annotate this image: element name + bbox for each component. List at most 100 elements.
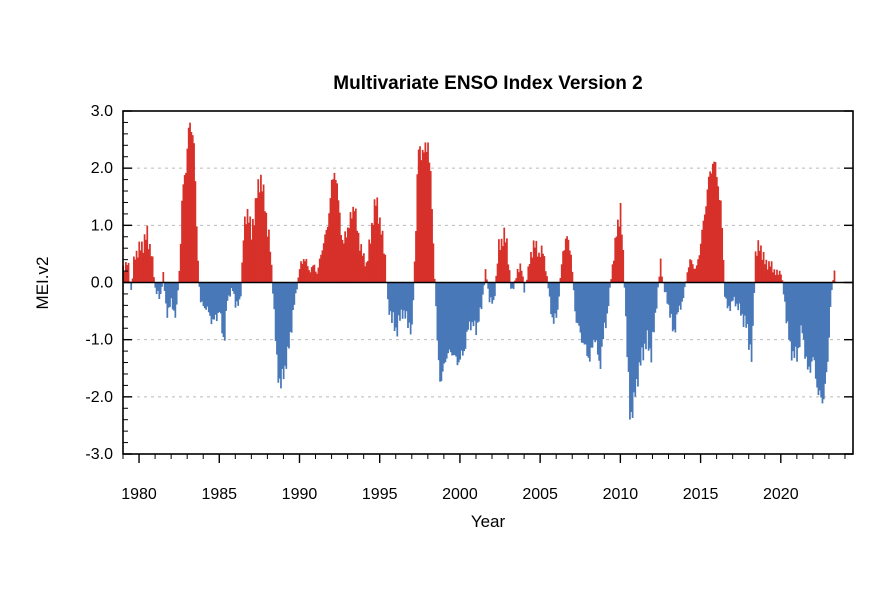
bar: [242, 240, 245, 283]
bar: [254, 198, 257, 283]
bar: [123, 271, 126, 283]
bar: [429, 171, 432, 283]
bar: [194, 181, 197, 283]
bar: [310, 267, 313, 283]
chart-title: Multivariate ENSO Index Version 2: [333, 73, 642, 94]
bar: [317, 267, 320, 283]
bar: [404, 282, 407, 319]
bar: [190, 131, 193, 283]
bar: [258, 192, 261, 283]
bar: [814, 282, 817, 379]
bar: [749, 282, 752, 345]
bar: [472, 282, 475, 327]
bar: [290, 282, 293, 333]
bar: [570, 254, 572, 283]
bar: [810, 282, 813, 362]
bar: [714, 162, 717, 283]
bar: [512, 282, 515, 290]
bar: [675, 282, 678, 315]
bar: [217, 282, 219, 313]
bar: [532, 240, 535, 283]
bar: [266, 236, 269, 283]
bar: [705, 206, 707, 283]
bar: [742, 282, 745, 327]
bar: [397, 282, 400, 316]
bar: [367, 261, 369, 283]
bar: [772, 272, 774, 283]
bar: [262, 184, 265, 283]
bar: [432, 243, 435, 283]
bar: [580, 282, 583, 343]
bar: [625, 282, 627, 317]
bar: [475, 282, 478, 336]
bar: [284, 282, 286, 366]
bar: [336, 183, 338, 283]
x-tick-label: 2020: [763, 486, 799, 503]
bar: [788, 282, 790, 340]
bar: [195, 226, 198, 283]
bar: [222, 282, 225, 338]
x-tick-label: 1990: [282, 486, 318, 503]
bar: [619, 202, 622, 283]
bar: [666, 282, 669, 304]
bar: [491, 282, 494, 304]
bar: [179, 243, 182, 283]
bar: [364, 266, 367, 283]
bar: [202, 282, 205, 307]
bar: [540, 245, 543, 283]
bar: [670, 282, 673, 314]
x-tick-label: 2000: [442, 486, 478, 503]
bar: [183, 175, 186, 283]
bar: [793, 282, 796, 358]
bar: [595, 282, 598, 341]
bar: [151, 256, 154, 283]
bar: [830, 282, 833, 291]
bar: [147, 249, 150, 283]
bar: [821, 282, 824, 404]
bar: [761, 259, 764, 283]
bar: [674, 282, 677, 333]
bar: [318, 258, 321, 283]
bar: [276, 282, 278, 355]
bar: [375, 205, 377, 283]
bar: [314, 271, 317, 283]
bar: [790, 282, 793, 361]
bar: [356, 230, 359, 283]
x-tick-label: 1980: [121, 486, 157, 503]
bar: [697, 259, 699, 283]
y-tick-label: 0.0: [91, 275, 113, 292]
bar: [268, 229, 270, 283]
bar: [647, 282, 650, 351]
bar: [550, 282, 552, 315]
bar: [584, 282, 587, 345]
bar: [661, 276, 663, 283]
bar: [504, 242, 507, 283]
bar: [649, 282, 651, 349]
bar: [643, 282, 646, 344]
bar: [567, 239, 570, 283]
bar: [687, 267, 690, 283]
bar: [174, 282, 177, 318]
bar: [665, 282, 667, 292]
bar: [594, 282, 597, 343]
bar: [256, 198, 258, 283]
bar: [484, 269, 487, 283]
bar: [596, 282, 599, 355]
bar: [534, 247, 536, 283]
bar: [149, 243, 151, 283]
bar: [376, 197, 379, 283]
bar: [721, 228, 724, 283]
bar: [733, 282, 736, 297]
bar: [452, 282, 455, 356]
bar: [358, 250, 361, 283]
bar: [825, 282, 828, 373]
bar: [682, 282, 685, 299]
bar: [396, 282, 399, 337]
bar: [786, 282, 789, 322]
bar: [511, 282, 514, 289]
bar: [169, 282, 171, 307]
bar: [485, 279, 488, 283]
bar: [726, 282, 729, 309]
bar: [707, 176, 710, 283]
bar: [776, 269, 778, 283]
